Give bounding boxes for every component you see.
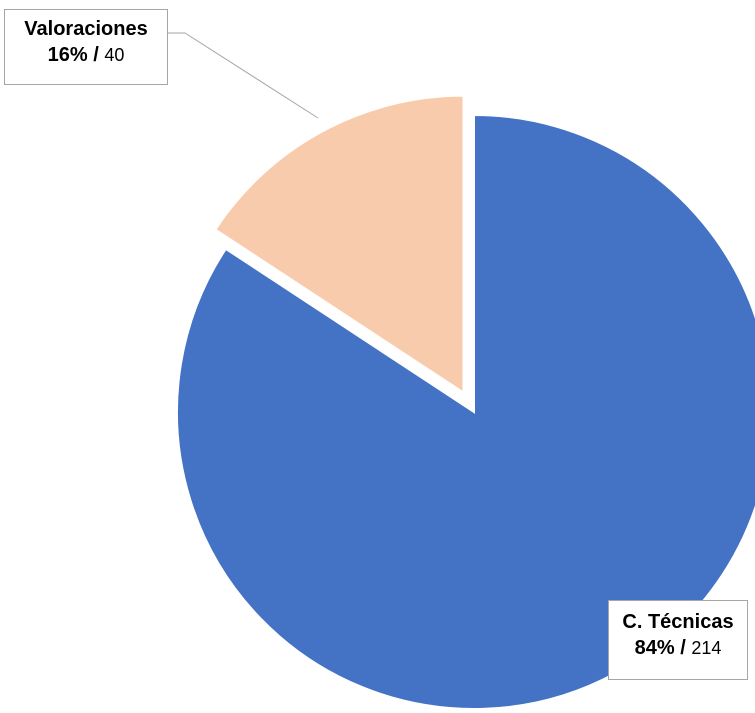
data-label-category: Valoraciones (24, 18, 148, 40)
data-label-category: C. Técnicas (622, 611, 734, 633)
data-label-percent: 16% (47, 44, 88, 66)
data-label-valoraciones: Valoraciones 16% / 40 (4, 9, 168, 85)
data-label-percent: 84% (634, 637, 675, 659)
data-label-c-tecnicas: C. Técnicas 84% / 214 (608, 600, 748, 680)
pie-slice-valoraciones (213, 94, 465, 395)
data-label-value: 40 (104, 45, 125, 65)
data-label-separator: / (87, 44, 105, 66)
data-label-separator: / (674, 637, 692, 659)
data-label-value: 214 (691, 638, 722, 658)
leader-line (168, 32, 319, 119)
